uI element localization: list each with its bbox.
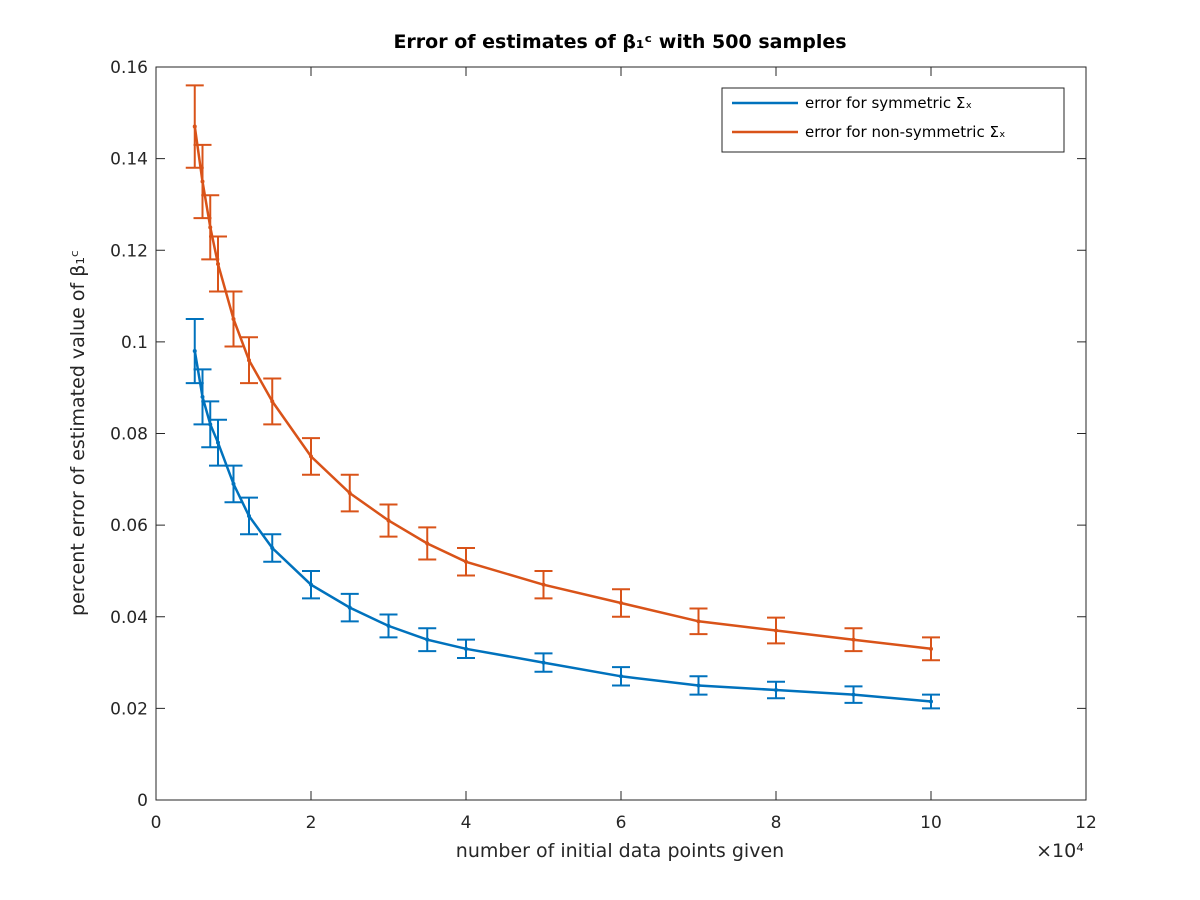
data-point [464,559,468,564]
data-point [309,582,313,587]
data-point [208,225,213,230]
y-tick-label: 0 [137,791,148,811]
series-1 [185,84,940,662]
data-point [192,124,197,129]
data-point [231,316,236,321]
data-point [386,623,391,628]
x-axis-multiplier: ×10⁴ [1036,840,1084,862]
data-point [929,646,933,651]
data-point [851,637,856,642]
data-point [347,605,352,610]
y-tick-label: 0.08 [110,425,148,445]
series-line [193,350,932,703]
chart-title: Error of estimates of β₁ᶜ with 500 sampl… [393,31,846,53]
data-point [425,541,430,546]
series-0 [185,317,940,710]
data-point [464,646,468,651]
data-point [216,261,220,266]
series-layer [185,84,940,710]
y-tick-label: 0.16 [110,58,148,78]
x-tick-label: 10 [920,813,942,833]
data-point [200,394,205,399]
legend-box [721,87,1065,153]
data-point [851,692,856,697]
data-point [347,491,352,496]
data-point [270,546,275,551]
data-point [216,440,220,445]
y-tick-label: 0.12 [110,241,148,261]
y-axis-label: percent error of estimated value of β₁ᶜ [67,250,89,616]
data-point [386,518,391,523]
x-tick-label: 12 [1075,813,1097,833]
y-tick-label: 0.04 [110,608,148,628]
data-point [247,513,251,518]
x-axis: 0 2 4 6 8 10 12 [151,67,1097,833]
data-point [696,619,701,624]
data-point [541,660,546,665]
data-point [619,601,623,606]
x-tick-label: 0 [151,813,162,833]
x-tick-label: 4 [461,813,472,833]
data-point [774,628,778,633]
data-point [309,454,313,459]
legend-label-non-symmetric: error for non-symmetric Σₓ [805,123,1006,141]
legend: error for symmetric Σₓ error for non-sym… [721,87,1065,153]
data-point [270,399,275,404]
data-point [200,179,205,184]
series-line [193,126,932,651]
data-point [231,481,236,486]
data-point [208,422,213,427]
data-point [696,683,701,688]
x-tick-label: 2 [306,813,317,833]
data-point [774,688,778,693]
data-point [247,358,251,363]
data-point [929,699,933,704]
y-tick-label: 0.02 [110,699,148,719]
legend-label-symmetric: error for symmetric Σₓ [805,94,972,112]
x-axis-label: number of initial data points given [456,840,784,862]
data-point [425,637,430,642]
y-tick-label: 0.1 [121,333,148,353]
y-tick-label: 0.14 [110,150,148,170]
y-tick-label: 0.06 [110,516,148,536]
data-point [541,582,546,587]
y-axis: 0 0.02 0.04 0.06 0.08 0.1 0.12 0.14 0.16 [110,58,1086,811]
data-point [192,349,197,354]
x-tick-label: 6 [616,813,627,833]
x-tick-label: 8 [771,813,782,833]
data-point [619,674,623,679]
